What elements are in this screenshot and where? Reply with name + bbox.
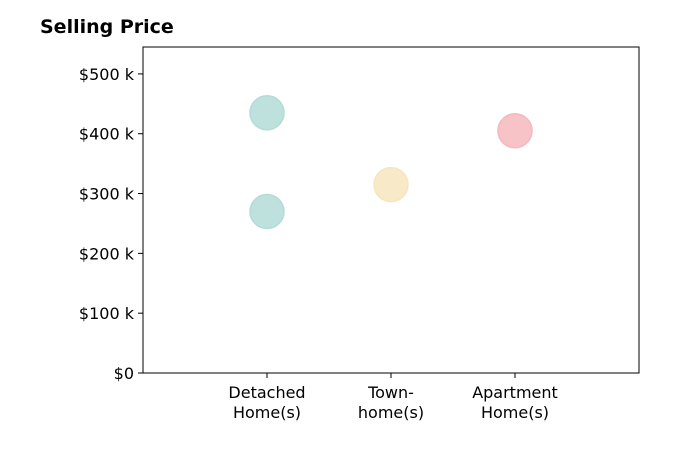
data-points (249, 95, 533, 230)
chart-title: Selling Price (40, 16, 174, 38)
y-tick-label: $100 k (79, 304, 135, 323)
y-tick-label: $300 k (79, 185, 135, 204)
x-axis: Detached Home(s) Town-home(s) Apartment Home… (228, 373, 558, 422)
x-tick-label: Detached Home(s) (228, 383, 305, 422)
plot-frame (142, 46, 640, 374)
data-point (249, 193, 285, 230)
x-tick-label: Apartment Home(s) (472, 383, 558, 422)
y-axis: $0 $100 k $200 k $300 k $400 k $500 k (79, 65, 143, 383)
y-tick-label: $500 k (79, 65, 135, 84)
data-point (497, 112, 533, 149)
data-point (373, 166, 409, 203)
y-tick-label: $200 k (79, 244, 135, 263)
y-tick-label: $400 k (79, 125, 135, 144)
data-point (249, 95, 285, 131)
x-tick-label: Town-home(s) (358, 383, 424, 422)
y-tick-label: $0 (114, 364, 134, 383)
